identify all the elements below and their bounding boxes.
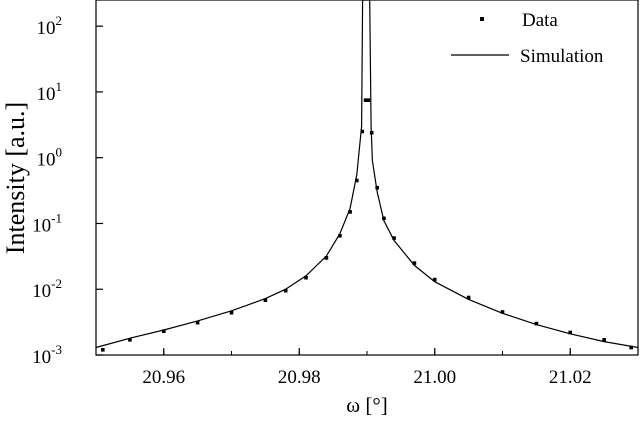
simulation-line <box>95 0 639 349</box>
data-point <box>263 298 268 302</box>
data-point <box>392 236 396 240</box>
legend-label-simulation: Simulation <box>520 46 604 67</box>
y-tick-label: 101 <box>37 79 63 105</box>
x-axis-ticks: 20.96 20.98 21.00 21.02 <box>95 348 639 388</box>
data-point <box>304 275 308 280</box>
data-point <box>355 178 359 183</box>
series-layer <box>95 0 639 352</box>
y-tick-label: 10-1 <box>32 210 62 236</box>
legend-label-data: Data <box>522 10 558 31</box>
data-point <box>283 288 288 293</box>
data-point <box>602 338 606 342</box>
x-tick-label: 21.02 <box>549 367 592 388</box>
y-tick-base: 10 <box>37 150 56 171</box>
y-tick-exponent: 1 <box>56 79 63 94</box>
y-tick-exponent: 2 <box>56 13 63 28</box>
data-point <box>324 256 329 260</box>
y-axis-label: Intensity [a.u.] <box>1 102 30 254</box>
y-tick-base: 10 <box>32 281 51 302</box>
y-tick-exponent: -2 <box>51 276 62 291</box>
data-point <box>338 234 342 238</box>
y-tick-base: 10 <box>37 18 56 39</box>
data-point <box>432 277 437 282</box>
legend-data-marker <box>480 17 484 21</box>
legend: Data Simulation <box>451 10 604 67</box>
data-point <box>412 261 417 265</box>
y-tick-label: 10-2 <box>32 276 62 302</box>
y-tick-exponent: -1 <box>51 210 62 225</box>
data-point <box>363 98 368 102</box>
data-point <box>366 98 371 102</box>
y-tick-base: 10 <box>32 347 51 368</box>
data-point <box>466 295 471 300</box>
x-axis-label: ω [°] <box>346 393 387 417</box>
y-tick-label: 102 <box>37 13 63 39</box>
y-tick-base: 10 <box>37 84 56 105</box>
data-point <box>162 329 166 333</box>
data-point <box>375 185 379 190</box>
y-tick-label: 100 <box>37 145 63 171</box>
data-point <box>128 338 132 342</box>
data-point <box>348 210 352 214</box>
data-point <box>500 310 505 314</box>
data-point <box>360 129 365 134</box>
data-point <box>534 321 539 326</box>
x-tick-label: 21.00 <box>413 367 456 388</box>
data-point <box>629 345 633 350</box>
y-tick-exponent: -3 <box>51 342 62 357</box>
x-tick-label: 20.98 <box>278 367 321 388</box>
data-point <box>568 330 572 335</box>
data-point <box>229 310 234 315</box>
y-tick-exponent: 0 <box>56 145 63 160</box>
y-tick-base: 10 <box>32 215 51 236</box>
x-tick-label: 20.96 <box>142 367 185 388</box>
y-tick-label: 10-3 <box>32 342 62 368</box>
data-point <box>101 348 105 352</box>
data-point <box>195 320 200 325</box>
